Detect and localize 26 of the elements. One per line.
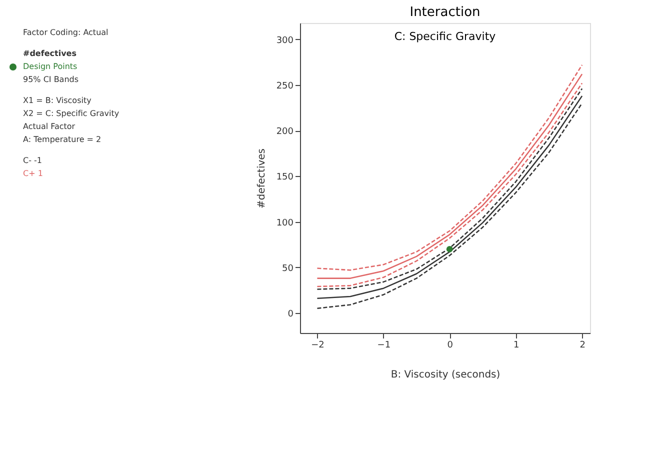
y-tick-label: 300 (276, 36, 294, 46)
y-tick-label: 0 (288, 309, 294, 320)
x-tick-label: −2 (311, 340, 324, 350)
text: Factor Coding: Actual (23, 28, 108, 37)
x-tick-label: −1 (377, 340, 391, 350)
chart-title: Interaction (410, 5, 480, 20)
text: C: Specific Gravity (394, 30, 496, 43)
text: X2 = C: Specific Gravity (23, 109, 120, 118)
y-tick-label: 150 (276, 172, 294, 183)
x-tick-label: 1 (513, 340, 520, 350)
text: 95% CI Bands (23, 75, 79, 84)
text: C- -1 (23, 156, 42, 165)
y-tick-label: 250 (276, 82, 294, 92)
x-axis-title: B: Viscosity (seconds) (390, 370, 500, 380)
y-axis-title: #defectives (256, 148, 268, 209)
text: X1 = B: Viscosity (23, 96, 92, 105)
text: C+ 1 (23, 169, 43, 178)
text: A: Temperature = 2 (23, 135, 102, 144)
x-tick-label: 0 (447, 340, 454, 350)
y-tick-label: 50 (282, 264, 294, 274)
legend-label: Design Points (23, 62, 78, 71)
y-tick-label: 100 (276, 218, 294, 228)
x-tick-label: 2 (580, 340, 586, 350)
y-tick-label: 200 (276, 127, 294, 138)
legend-title: #defectives (23, 49, 77, 58)
text: Actual Factor (23, 122, 76, 131)
